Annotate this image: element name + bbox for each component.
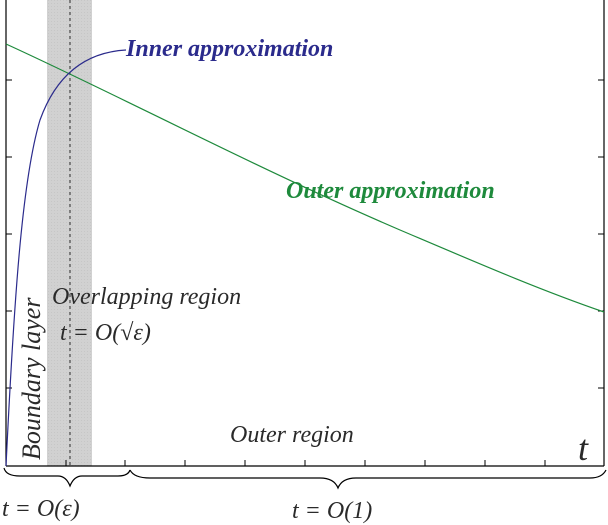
left-axis-ticks [6,79,12,389]
boundary-layer-label: Boundary layer [17,297,46,460]
inner-approximation-label: Inner approximation [125,36,333,62]
overlapping-region-band-texture [47,0,92,466]
inner-scale-label: t = O(ε) [2,496,80,522]
inner-scale-brace [3,467,131,488]
inner-approximation-curve [5,49,127,467]
bottom-axis-ticks [65,460,546,466]
overlap-scale-label: t = O(√ε) [60,320,151,346]
outer-scale-brace [129,469,607,490]
axis-variable-label: t [578,428,589,468]
outer-scale-label: t = O(1) [292,498,372,524]
outer-approximation-label: Outer approximation [286,178,495,204]
outer-approximation-curve [5,43,605,313]
outer-region-label: Outer region [230,422,354,448]
overlapping-region-label: Overlapping region [52,284,241,310]
right-axis-ticks [598,79,604,389]
